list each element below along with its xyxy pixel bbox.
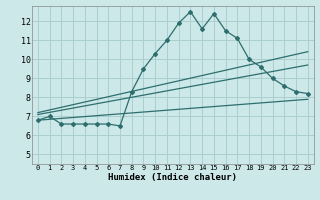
X-axis label: Humidex (Indice chaleur): Humidex (Indice chaleur) — [108, 173, 237, 182]
